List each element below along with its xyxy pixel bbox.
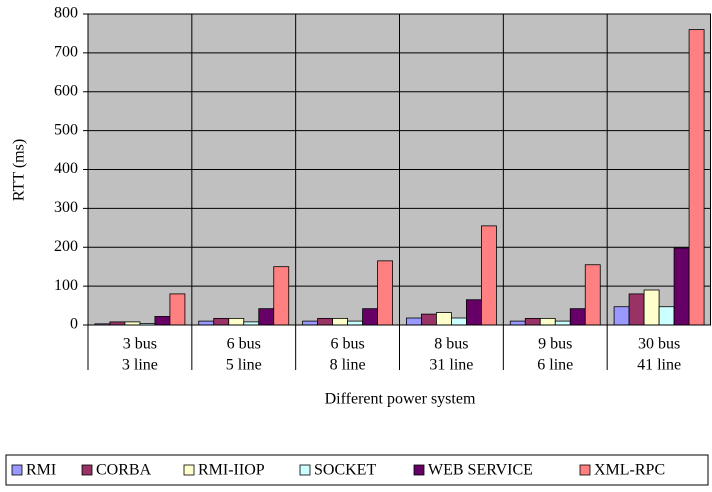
bar — [377, 260, 393, 326]
bar — [273, 266, 290, 326]
y-tick-label: 400 — [54, 160, 78, 177]
legend-label: CORBA — [96, 462, 152, 479]
bar — [258, 308, 275, 326]
legend-box — [5, 454, 709, 486]
legend-swatch — [11, 464, 23, 476]
legend-label: XML-RPC — [594, 462, 665, 479]
bar — [688, 29, 705, 326]
bar — [554, 320, 571, 326]
x-tick-label: 5 line — [226, 357, 262, 374]
legend-swatch — [81, 464, 93, 476]
bar — [317, 317, 333, 326]
legend-label: SOCKET — [314, 462, 376, 479]
bar — [613, 306, 630, 326]
bar — [451, 317, 467, 326]
bar — [436, 312, 452, 326]
x-tick-label: 6 bus — [330, 336, 364, 353]
bar — [466, 299, 482, 326]
bar — [643, 289, 660, 326]
x-tick-label: 3 bus — [123, 336, 157, 353]
x-tick-label: 3 line — [122, 357, 158, 374]
legend-swatch — [579, 464, 591, 476]
bar — [302, 320, 318, 326]
bar — [406, 317, 422, 326]
x-tick-label: 6 bus — [227, 336, 261, 353]
y-tick-label: 300 — [54, 199, 78, 216]
y-tick-label: 600 — [54, 82, 78, 99]
legend-label: RMI — [26, 462, 56, 479]
y-tick-label: 0 — [70, 316, 78, 333]
bar — [198, 320, 215, 326]
x-axis-label: Different power system — [325, 391, 476, 408]
y-axis-label: RTT (ms) — [11, 139, 28, 201]
bar — [421, 313, 437, 326]
x-tick-label: 31 line — [429, 357, 473, 374]
bar — [569, 308, 586, 326]
legend-swatch — [299, 464, 311, 476]
bar — [213, 317, 230, 326]
bar — [673, 247, 690, 326]
bar — [332, 317, 348, 326]
bar — [584, 264, 601, 326]
bar — [362, 308, 378, 326]
bar — [481, 225, 497, 326]
bar — [509, 320, 526, 326]
x-tick-label: 8 bus — [434, 336, 468, 353]
bar — [347, 320, 363, 326]
y-tick-label: 700 — [54, 44, 78, 61]
y-tick-label: 500 — [54, 121, 78, 138]
legend-swatch — [413, 464, 425, 476]
y-tick-label: 800 — [54, 5, 78, 22]
bar — [169, 293, 186, 326]
bar — [228, 317, 245, 326]
bar — [154, 316, 171, 326]
bar — [658, 306, 675, 326]
legend-label: RMI-IIOP — [198, 462, 265, 479]
y-tick-label: 100 — [54, 277, 78, 294]
legend-label: WEB SERVICE — [428, 462, 533, 479]
x-tick-label: 41 line — [637, 357, 681, 374]
x-tick-label: 9 bus — [538, 336, 572, 353]
plot-border — [87, 13, 711, 326]
x-tick-label: 8 line — [330, 357, 366, 374]
x-tick-label: 30 bus — [638, 336, 680, 353]
bar — [628, 293, 645, 326]
legend-swatch — [183, 464, 195, 476]
bar — [524, 317, 541, 326]
x-tick-label: 6 line — [537, 357, 573, 374]
bar — [539, 317, 556, 326]
y-tick-label: 200 — [54, 238, 78, 255]
